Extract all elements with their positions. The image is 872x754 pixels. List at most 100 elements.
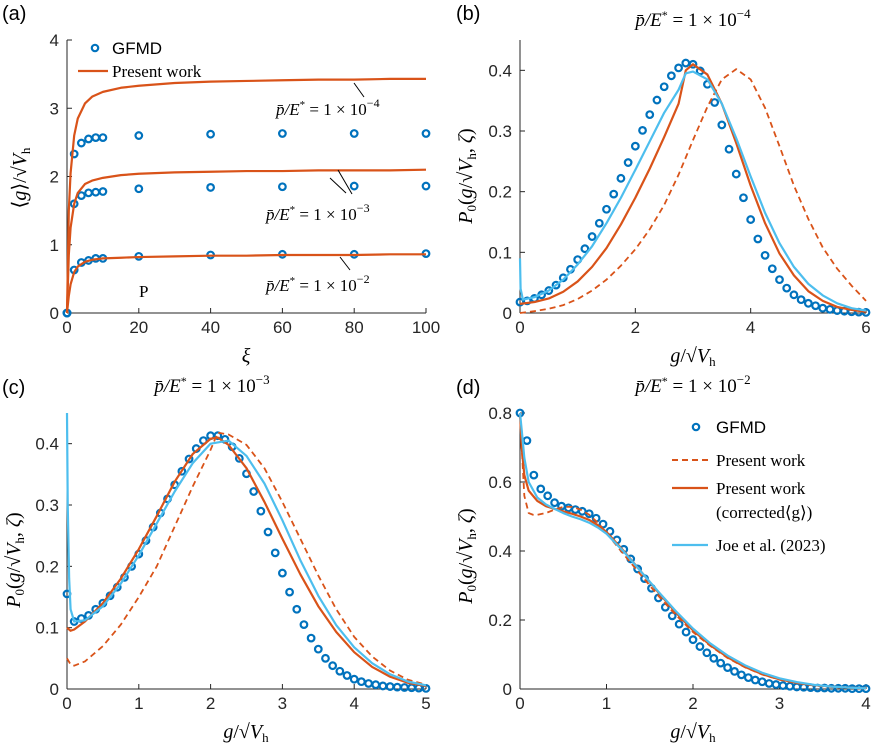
gfmd-point — [385, 682, 395, 691]
y-tick-label: 0.8 — [488, 404, 512, 423]
legend-gfmd-label: GFMD — [112, 39, 162, 58]
joe-et-al-2023-solid-line — [518, 70, 867, 312]
x-tick-label: 2 — [688, 694, 697, 713]
gfmd-point — [803, 298, 813, 308]
gfmd-point — [630, 141, 640, 151]
panel-b: (b) p̄/E* = 1 × 10−4 0 2 4 6 0 0.1 0.2 0.3 0.4 g… — [455, 3, 871, 369]
gfmd-point — [724, 144, 734, 154]
x-tick-label: 3 — [278, 694, 287, 713]
gfmd-point — [598, 519, 608, 529]
gfmd-point — [681, 627, 691, 637]
gfmd-point — [659, 82, 669, 92]
gfmd-point — [206, 129, 216, 139]
x-tick-label: 0 — [515, 318, 524, 337]
gfmd-point — [716, 658, 726, 668]
x-axis-label-a: ξ — [242, 345, 251, 367]
y-tick-label: 0 — [50, 304, 59, 323]
annotations-a: p̄/E* = 1 × 10−4 p̄/E* = 1 × 10−3 p̄/E* … — [139, 82, 380, 301]
gfmd-point — [743, 673, 753, 683]
gfmd-point — [681, 58, 691, 68]
gfmd-point — [299, 620, 309, 629]
y-tick-label: 0.1 — [488, 243, 512, 262]
gfmd-point — [364, 679, 373, 688]
panel-c: (c) p̄/E* = 1 × 10−3 0 1 2 3 4 5 0 0.1 0.2 0.3 0.4… — [2, 372, 431, 745]
x-tick-label: 4 — [349, 694, 358, 713]
y-axis-label-a: ⟨g⟩/√Vh — [9, 147, 33, 208]
plot-area-d: 0 1 2 3 4 0 0.2 0.4 0.6 0.8 — [488, 404, 870, 713]
panel-d: (d) p̄/E* = 1 × 10−2 0 1 2 3 400.20.40.60.8 … — [455, 372, 871, 745]
gfmd-point — [811, 301, 820, 311]
y-tick-label: 0.2 — [488, 183, 512, 202]
gfmd-point — [313, 644, 323, 654]
y-tick-label: 0.2 — [488, 611, 512, 630]
gfmd-point — [213, 431, 223, 441]
gfmd-point — [753, 234, 763, 244]
x-tick-label: 80 — [345, 318, 364, 337]
gfmd-point — [775, 275, 784, 285]
gfmd-point — [737, 670, 746, 680]
present-work-corrected-g-solid-line — [66, 436, 427, 688]
gfmd-point — [782, 283, 792, 293]
y-tick-label: 0.4 — [488, 542, 512, 561]
gfmd-point — [544, 286, 554, 295]
x-tick-label: 2 — [206, 694, 215, 713]
panel-a: (a) 0 20 40 60 80 100 0 1 2 3 4 ξ ⟨g⟩/√Vh GFMD Pre… — [2, 3, 440, 367]
gfmd-point — [764, 679, 774, 688]
gfmd-point — [757, 677, 767, 687]
gfmd-point — [256, 506, 266, 516]
annotation-1e-3: p̄/E* = 1 × 10−3 — [265, 201, 370, 224]
x-tick-label: 20 — [129, 318, 148, 337]
joe-et-al-2023-solid-line — [518, 412, 867, 690]
legend-d-corrected-label: Present work — [716, 479, 806, 498]
panel-label-d: (d) — [456, 377, 480, 399]
x-tick-label: 6 — [861, 318, 870, 337]
gfmd-point — [134, 184, 144, 194]
gfmd-point — [522, 296, 532, 306]
gfmd-point — [602, 204, 611, 214]
gfmd-point — [730, 667, 739, 676]
x-tick-label: 1 — [134, 694, 143, 713]
gfmd-point — [638, 125, 647, 135]
svg-text:⟨g⟩/√Vh: ⟨g⟩/√Vh — [9, 147, 33, 208]
gfmd-point — [558, 273, 568, 283]
gfmd-point — [623, 158, 633, 167]
gfmd-point — [695, 642, 705, 651]
title-b: p̄/E* = 1 × 10−4 — [633, 6, 751, 31]
y-tick-label: 0 — [503, 304, 512, 323]
gfmd-point — [760, 250, 770, 260]
gfmd-point — [84, 134, 93, 144]
gfmd-point — [688, 59, 698, 69]
gfmd-point — [407, 683, 417, 693]
x-tick-label: 40 — [201, 318, 220, 337]
x-tick-label: 3 — [775, 694, 784, 713]
legend-d: GFMD Present work Present work (correcte… — [672, 418, 826, 555]
gfmd-point — [550, 498, 559, 508]
x-tick-label: 1 — [602, 694, 611, 713]
gfmd-point — [321, 653, 330, 663]
gfmd-point — [771, 680, 781, 689]
y-tick-label: 0 — [503, 680, 512, 699]
gfmd-point — [789, 290, 799, 300]
gfmd-point — [356, 677, 366, 687]
x-tick-label: 2 — [631, 318, 640, 337]
gfmd-point — [134, 131, 144, 140]
gfmd-point — [710, 98, 720, 107]
x-tick-label: 0 — [62, 694, 71, 713]
gfmd-point — [98, 187, 108, 196]
gfmd-point — [270, 548, 280, 558]
gfmd-point — [792, 682, 802, 692]
svg-text:P0(g/√Vh, ζ): P0(g/√Vh, ζ) — [3, 512, 27, 608]
annotation-P: P — [139, 282, 148, 301]
gfmd-point — [278, 182, 287, 192]
gfmd-point — [767, 264, 777, 274]
y-tick-label: 0.4 — [35, 435, 59, 454]
legend-present-label: Present work — [112, 62, 202, 81]
y-axis-label-d: P0(g/√Vh, ζ) — [455, 508, 479, 604]
gfmd-point — [292, 604, 302, 614]
y-tick-label: 4 — [50, 31, 59, 50]
gfmd-point — [674, 63, 683, 73]
joe-et-al-2023-solid-line — [65, 412, 427, 687]
gfmd-point — [522, 436, 532, 446]
gfmd-point — [378, 681, 388, 691]
